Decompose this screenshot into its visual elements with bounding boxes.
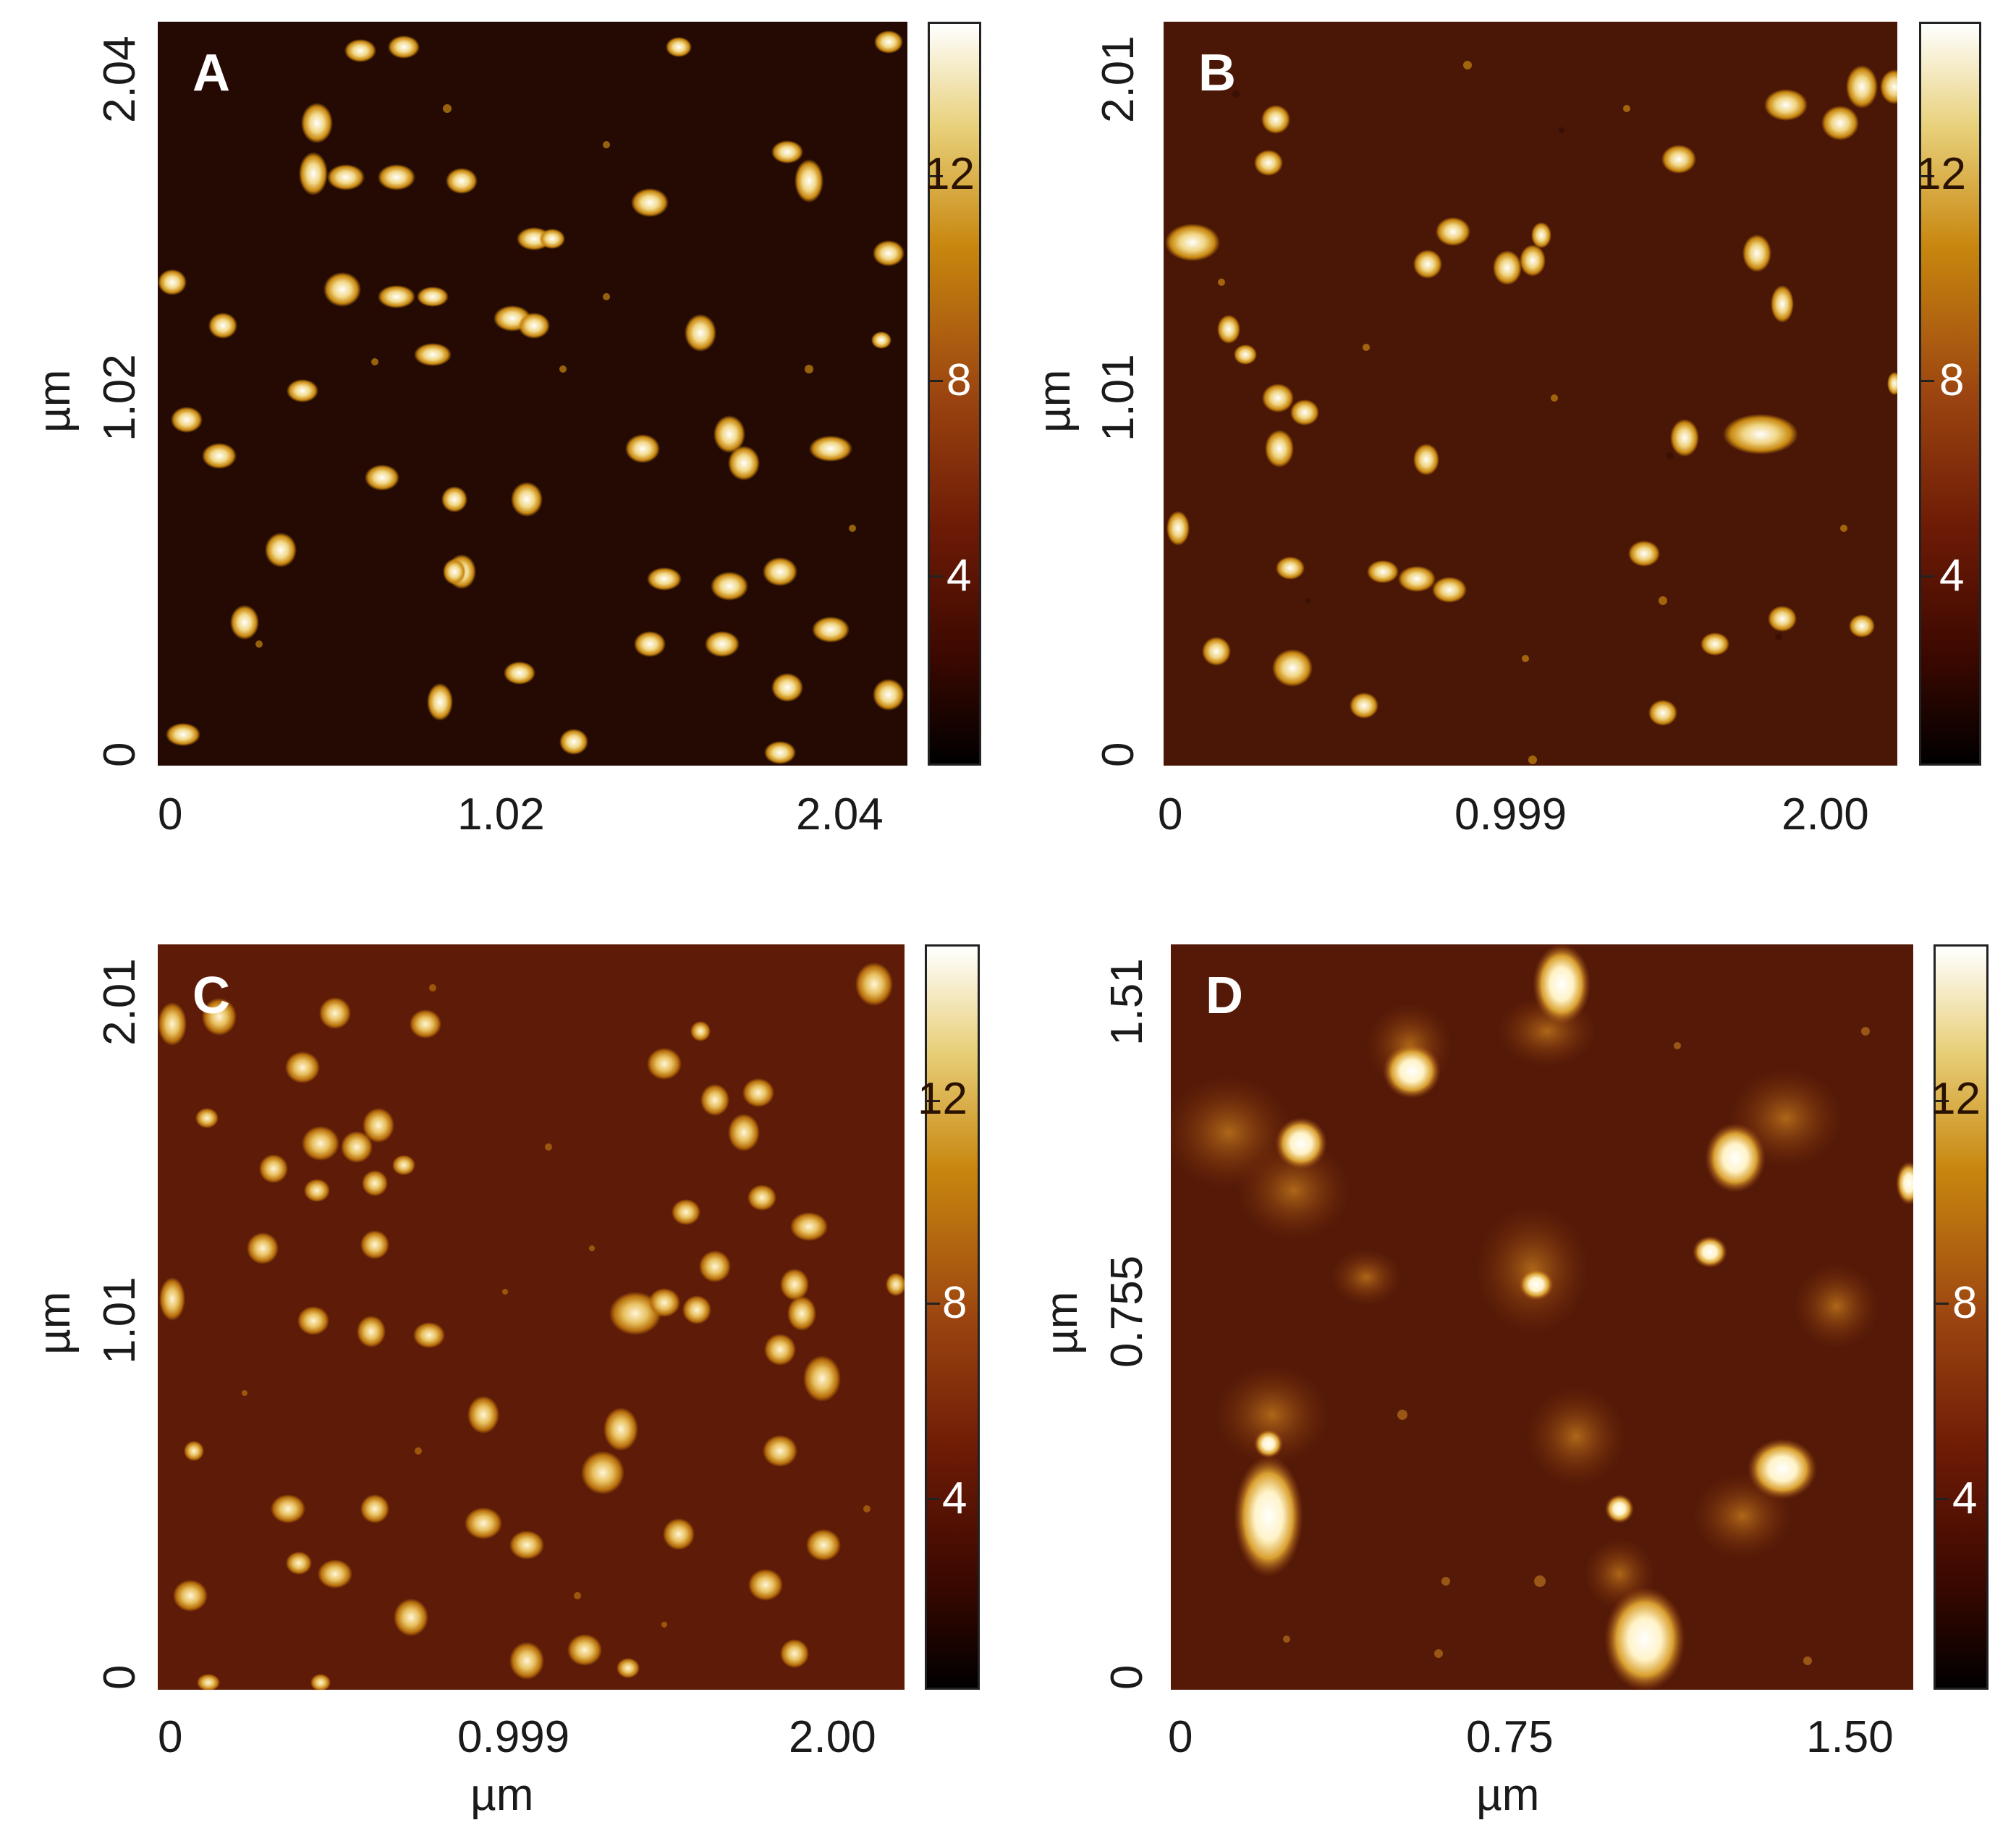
x-tick-d-1: 0.75: [1466, 1712, 1554, 1762]
colorbar-tick-a-12: [930, 175, 943, 177]
y-tick-a-1: 1.02: [95, 354, 145, 441]
afm-image-c-svg: [158, 944, 905, 1690]
colorbar-label-d-8: 8: [1952, 1278, 1978, 1328]
y-tick-b-0: 0: [1093, 742, 1143, 767]
panel-label-d: D: [1206, 967, 1243, 1025]
colorbar-label-d-12: 12: [1931, 1074, 1981, 1124]
afm-image-b-svg: [1164, 22, 1897, 766]
colorbar-tick-c-4: [927, 1498, 940, 1500]
colorbar-tick-b-8: [1921, 380, 1934, 382]
y-unit-a: µm: [30, 369, 80, 433]
x-unit-d: µm: [1476, 1770, 1540, 1820]
colorbar-label-a-8: 8: [946, 355, 972, 405]
colorbar-tick-c-12: [927, 1100, 940, 1102]
afm-image-d: D: [1171, 944, 1913, 1690]
colorbar-label-c-8: 8: [942, 1278, 967, 1328]
x-tick-b-1: 0.999: [1454, 790, 1567, 839]
colorbar-tick-b-4: [1921, 575, 1934, 577]
panel-label-b: B: [1198, 44, 1236, 102]
x-tick-a-2: 2.04: [796, 790, 884, 839]
colorbar-label-b-12: 12: [1916, 149, 1966, 199]
colorbar-tick-d-12: [1936, 1100, 1949, 1102]
y-tick-b-1: 1.01: [1093, 354, 1143, 441]
colorbar-label-c-4: 4: [942, 1473, 967, 1523]
colorbar-label-c-12: 12: [918, 1074, 967, 1124]
x-tick-d-0: 0: [1168, 1712, 1193, 1762]
panel-label-c: C: [192, 967, 230, 1025]
y-tick-d-2: 1.51: [1102, 958, 1152, 1046]
colorbar-tick-b-12: [1921, 175, 1934, 177]
colorbar-a: [928, 22, 981, 766]
colorbar-tick-c-8: [927, 1303, 940, 1305]
colorbar-label-b-8: 8: [1939, 355, 1965, 405]
y-unit-c: µm: [30, 1291, 80, 1355]
y-tick-d-0: 0: [1102, 1664, 1152, 1690]
colorbar-tick-d-8: [1936, 1303, 1949, 1305]
colorbar-c: [925, 944, 980, 1690]
x-tick-c-0: 0: [158, 1712, 183, 1762]
x-tick-b-2: 2.00: [1782, 790, 1869, 839]
y-tick-d-1: 0.755: [1102, 1255, 1152, 1368]
x-tick-a-0: 0: [158, 790, 183, 839]
afm-image-d-svg: [1171, 944, 1913, 1690]
colorbar-tick-a-4: [930, 575, 943, 577]
y-tick-a-0: 0: [95, 742, 145, 767]
colorbar-tick-d-4: [1936, 1498, 1949, 1500]
colorbar-label-b-4: 4: [1939, 551, 1965, 601]
y-tick-a-2: 2.04: [95, 35, 145, 123]
x-unit-c: µm: [470, 1770, 534, 1820]
afm-image-a-svg: [158, 22, 907, 766]
colorbar-d: [1934, 944, 1989, 1690]
x-tick-c-1: 0.999: [457, 1712, 570, 1762]
y-tick-c-2: 2.01: [95, 958, 145, 1046]
afm-image-b: B: [1164, 22, 1897, 766]
y-tick-b-2: 2.01: [1093, 35, 1143, 123]
y-unit-b: µm: [1030, 369, 1080, 433]
y-tick-c-0: 0: [95, 1664, 145, 1690]
x-tick-b-0: 0: [1158, 790, 1183, 839]
colorbar-label-a-12: 12: [925, 149, 975, 199]
colorbar-label-d-4: 4: [1952, 1473, 1978, 1523]
x-tick-c-2: 2.00: [789, 1712, 876, 1762]
afm-image-c: C: [158, 944, 905, 1690]
afm-image-a: A: [158, 22, 907, 766]
colorbar-label-a-4: 4: [946, 551, 972, 601]
y-tick-c-1: 1.01: [95, 1277, 145, 1364]
y-unit-d: µm: [1037, 1291, 1087, 1355]
x-tick-a-1: 1.02: [457, 790, 545, 839]
panel-label-a: A: [192, 44, 230, 102]
x-tick-d-2: 1.50: [1806, 1712, 1894, 1762]
colorbar-tick-a-8: [930, 380, 943, 382]
colorbar-b: [1919, 22, 1981, 766]
